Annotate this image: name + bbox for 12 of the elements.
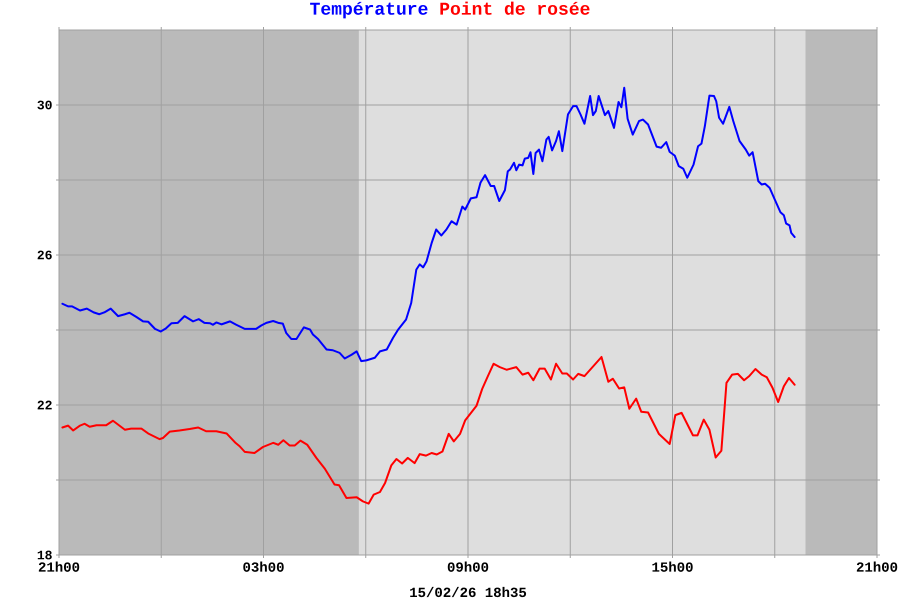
x-tick-label: 09h00 (448, 562, 488, 572)
x-tick-label: 21h00 (38, 562, 80, 572)
x-tick-label: 03h00 (243, 562, 284, 572)
text: Température (310, 2, 428, 18)
x-axis-title: 15/02/26 18h35 (410, 586, 526, 598)
y-tick-label: 30 (37, 100, 52, 110)
y-tick-label: 18 (38, 550, 52, 560)
y-tick-label: 22 (38, 400, 52, 410)
text: Point de rosée (440, 2, 590, 15)
x-tick-label: 21h00 (856, 562, 898, 572)
y-tick-label: 26 (38, 250, 52, 260)
x-tick-label: 15h00 (652, 562, 693, 572)
